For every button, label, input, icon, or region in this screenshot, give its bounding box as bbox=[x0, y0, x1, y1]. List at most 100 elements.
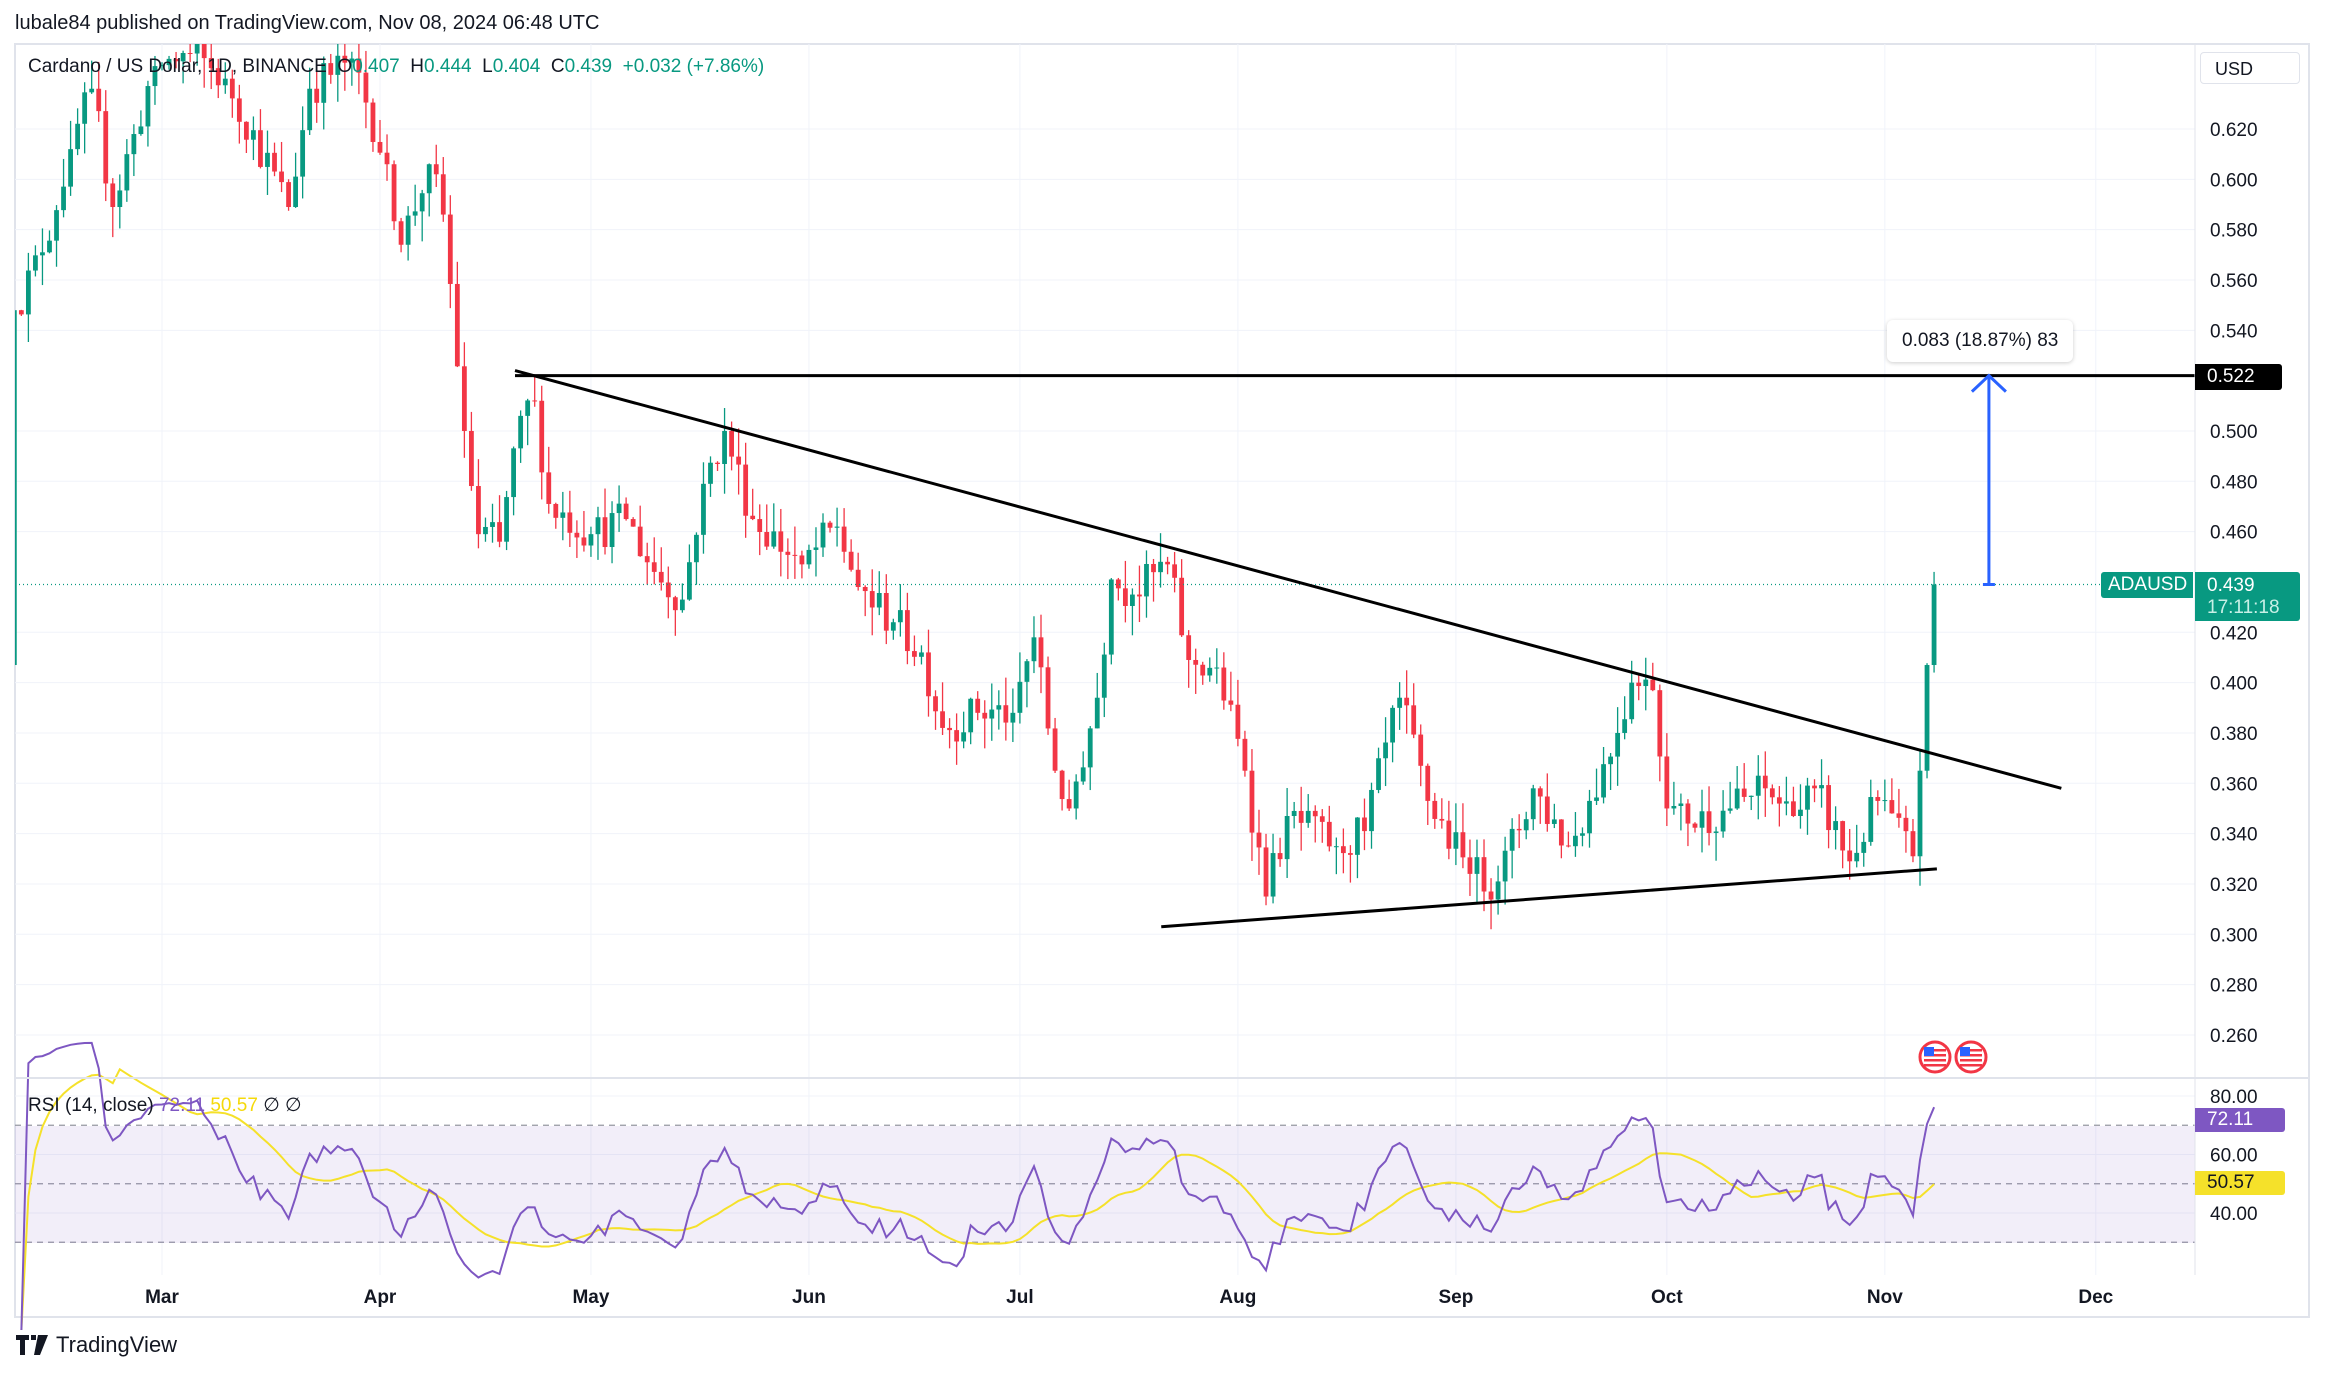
candle-body bbox=[1432, 800, 1438, 819]
candle-up bbox=[525, 398, 531, 446]
candle-body bbox=[1523, 819, 1529, 831]
candle-body bbox=[1052, 728, 1058, 771]
candle-up bbox=[159, 62, 165, 71]
candle-body bbox=[1734, 788, 1740, 809]
candle-body bbox=[1165, 561, 1170, 565]
grid bbox=[15, 44, 2195, 1275]
candle-body bbox=[279, 171, 284, 183]
candle-body bbox=[1762, 775, 1768, 789]
candle-down bbox=[553, 502, 559, 529]
candle-body bbox=[265, 152, 270, 167]
candle-body bbox=[996, 705, 1002, 710]
candle-up bbox=[1523, 811, 1529, 840]
candle-up bbox=[609, 501, 615, 564]
candle-body bbox=[771, 531, 777, 547]
candle-up bbox=[1101, 642, 1107, 718]
rsi-band bbox=[15, 1126, 2195, 1243]
candle-down bbox=[433, 144, 439, 187]
candle-down bbox=[1636, 674, 1642, 701]
candle-body bbox=[1284, 816, 1290, 860]
candle-body bbox=[152, 66, 158, 87]
candle-body bbox=[792, 554, 798, 556]
candle-down bbox=[792, 526, 798, 579]
rsi-legend: RSI (14, close) 72.11 50.57 ∅ ∅ bbox=[28, 1094, 302, 1117]
ascending-support-line[interactable] bbox=[1161, 867, 1937, 929]
candle-up bbox=[124, 139, 130, 202]
candle-body bbox=[1558, 819, 1564, 846]
candle-body bbox=[300, 130, 306, 177]
candle-up bbox=[265, 130, 270, 195]
candle-body bbox=[370, 102, 376, 142]
candle-body bbox=[518, 415, 524, 449]
price-tick-label: 0.620 bbox=[2210, 120, 2258, 141]
candle-body bbox=[1910, 831, 1916, 857]
candle-body bbox=[307, 88, 313, 131]
candle-body bbox=[384, 152, 390, 165]
candle-down bbox=[1776, 786, 1782, 827]
candle-body bbox=[117, 190, 123, 208]
descending-trendline[interactable] bbox=[514, 369, 2062, 790]
candle-body bbox=[1678, 803, 1684, 806]
symbol-name[interactable]: Cardano / US Dollar, 1D, BINANCE bbox=[28, 56, 327, 77]
candle-down bbox=[841, 508, 847, 563]
candle-up bbox=[131, 124, 137, 177]
candle-down bbox=[736, 428, 742, 495]
candle-up bbox=[588, 526, 594, 557]
currency-button[interactable]: USD bbox=[2200, 52, 2300, 84]
candle-up bbox=[1369, 782, 1374, 849]
us-flag-event-icon[interactable] bbox=[1954, 1040, 1988, 1074]
candle-body bbox=[1544, 796, 1550, 824]
candle-down bbox=[469, 411, 474, 491]
candle-down bbox=[1467, 839, 1473, 896]
candle-up bbox=[1474, 839, 1480, 902]
candle-body bbox=[1066, 799, 1072, 809]
candle-up bbox=[194, 44, 200, 66]
candle-up bbox=[518, 410, 524, 463]
candle-up bbox=[961, 711, 967, 749]
candle-body bbox=[1692, 823, 1698, 828]
candle-down bbox=[1516, 814, 1522, 849]
candle-body bbox=[1186, 635, 1192, 660]
candle-down bbox=[398, 217, 404, 253]
candle-body bbox=[581, 537, 587, 546]
candle-body bbox=[1333, 846, 1339, 848]
candle-up bbox=[595, 506, 601, 560]
candle-body bbox=[314, 88, 320, 103]
candle-down bbox=[1481, 839, 1487, 912]
candle-body bbox=[1291, 810, 1297, 817]
candle-body bbox=[1474, 857, 1480, 874]
rsi-title[interactable]: RSI (14, close) bbox=[28, 1095, 154, 1116]
candle-up bbox=[25, 252, 31, 343]
candle-body bbox=[1404, 697, 1410, 706]
candle-body bbox=[1495, 881, 1501, 900]
candle-body bbox=[595, 517, 601, 535]
price-tick-label: 0.320 bbox=[2210, 875, 2258, 896]
candle-body bbox=[954, 730, 960, 742]
drawings[interactable] bbox=[514, 369, 2195, 1074]
candle-down bbox=[447, 195, 453, 309]
candle-down bbox=[940, 682, 945, 736]
candle-down bbox=[1692, 822, 1698, 833]
candle-body bbox=[483, 526, 488, 535]
candle-up bbox=[989, 683, 995, 741]
candle-body bbox=[433, 164, 439, 175]
candle-body bbox=[926, 652, 931, 697]
candle-body bbox=[1566, 845, 1571, 847]
candle-down bbox=[975, 691, 981, 721]
candle-up bbox=[1390, 705, 1395, 763]
candle-down bbox=[229, 69, 235, 118]
candle-body bbox=[1369, 789, 1374, 832]
candle-body bbox=[1748, 795, 1754, 797]
us-flag-event-icon[interactable] bbox=[1918, 1040, 1952, 1074]
candle-down bbox=[314, 61, 320, 123]
candle-down bbox=[187, 44, 193, 63]
candle-body bbox=[1713, 831, 1719, 833]
candle-down bbox=[370, 98, 376, 152]
candle-body bbox=[904, 610, 910, 652]
candle-down bbox=[1903, 805, 1909, 853]
candle-up bbox=[616, 485, 622, 532]
published-header: lubale84 published on TradingView.com, N… bbox=[15, 12, 600, 34]
candle-up bbox=[61, 158, 66, 218]
candle-body bbox=[1010, 712, 1016, 723]
